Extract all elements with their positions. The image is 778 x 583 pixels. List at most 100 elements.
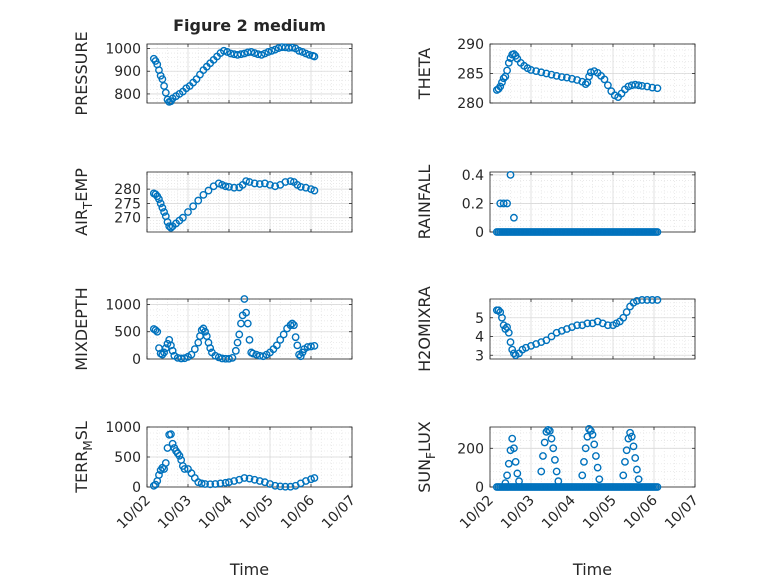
data-point [219, 46, 228, 55]
data-point [621, 457, 629, 466]
data-point [643, 296, 652, 304]
data-point [603, 321, 612, 330]
data-point [585, 72, 593, 81]
data-point [307, 475, 315, 484]
data-series [149, 43, 319, 106]
data-point [295, 46, 303, 55]
tick-marks [489, 299, 696, 359]
data-point [549, 444, 558, 453]
data-point [291, 333, 300, 342]
y-axis-label: THETA [415, 48, 434, 100]
data-point [245, 178, 254, 186]
axes-box [146, 298, 353, 360]
data-point [552, 467, 561, 476]
subplot-terr-msl: 0 500 1000 10/02 10/03 10/04 10/05 10/06 10/07 TE… [72, 420, 359, 579]
y-tick-label: 280 [114, 182, 141, 198]
data-point [310, 186, 319, 195]
y-tick-label: 270 [114, 211, 141, 227]
data-point [177, 354, 186, 363]
data-point [242, 177, 250, 186]
data-point [206, 344, 215, 352]
data-point [580, 457, 588, 466]
data-point [286, 482, 295, 491]
data-point [255, 477, 264, 485]
y-tick-label: 1000 [105, 297, 141, 313]
data-point [184, 208, 192, 216]
data-point [160, 82, 168, 90]
data-point [624, 82, 633, 91]
data-point [532, 67, 541, 76]
y-tick-label: 0 [475, 225, 484, 241]
data-point [537, 68, 546, 77]
data-point [503, 471, 511, 480]
data-point [206, 480, 215, 489]
data-series [492, 50, 662, 102]
data-point [653, 228, 662, 236]
y-tick-label: 500 [114, 450, 141, 466]
y-axis-label: H2OMIXRA [415, 286, 434, 372]
data-point [506, 338, 515, 347]
data-point [201, 480, 209, 488]
data-point [231, 346, 240, 355]
data-point [245, 336, 254, 344]
data-point [619, 471, 628, 480]
data-point [230, 183, 239, 192]
data-point [204, 186, 213, 195]
subplot-rainfall: 0 0.2 0.4 RAINFALL [415, 165, 696, 241]
data-point [568, 74, 576, 83]
y-tick-label: 0.4 [462, 168, 484, 184]
data-point [242, 308, 250, 317]
data-point [225, 182, 233, 191]
data-point [237, 50, 245, 59]
data-point [160, 208, 168, 216]
data-point [648, 83, 657, 92]
data-point [293, 341, 302, 350]
data-point [247, 48, 256, 56]
data-point [581, 444, 590, 453]
data-point [201, 327, 209, 336]
data-point [245, 474, 254, 483]
x-tick-label: 10/04 [539, 492, 579, 532]
data-point [542, 69, 551, 78]
data-point [619, 313, 628, 322]
data-point [260, 478, 269, 487]
subplot-sun-flux: 0 200 10/02 10/03 10/04 10/05 10/06 10/07 SUNFLU… [415, 421, 702, 579]
axes-box [146, 426, 353, 488]
data-point [510, 349, 518, 358]
x-tick-label: 10/07 [319, 493, 359, 533]
data-point [547, 434, 556, 443]
data-point [547, 332, 556, 341]
data-point [221, 478, 230, 487]
y-axis-label: SUNFLUX [415, 421, 438, 493]
data-point [211, 480, 220, 488]
x-tick-label: 10/05 [237, 493, 277, 533]
data-point [255, 180, 264, 188]
data-point [279, 330, 288, 339]
data-point [622, 308, 631, 317]
data-point [240, 474, 249, 482]
data-series [149, 177, 319, 232]
data-point [499, 74, 508, 83]
data-point [547, 70, 556, 79]
y-tick-label: 0 [132, 480, 141, 496]
data-point [288, 43, 297, 52]
y-axis-label: TERRMSL [72, 421, 95, 494]
data-point [593, 463, 602, 472]
data-point [578, 471, 587, 480]
data-series [492, 425, 662, 491]
data-point [286, 321, 295, 330]
data-point [305, 50, 314, 59]
data-point [250, 179, 259, 188]
data-point [288, 319, 297, 328]
data-point [508, 434, 517, 443]
data-point [557, 73, 566, 81]
data-point [581, 80, 590, 89]
data-point [631, 454, 640, 462]
x-tick-label: 10/07 [662, 493, 702, 533]
data-point [266, 480, 274, 488]
minor-grid [490, 172, 695, 233]
data-point [180, 465, 189, 473]
data-point [643, 82, 652, 91]
data-point [504, 459, 513, 468]
data-point [653, 296, 662, 304]
